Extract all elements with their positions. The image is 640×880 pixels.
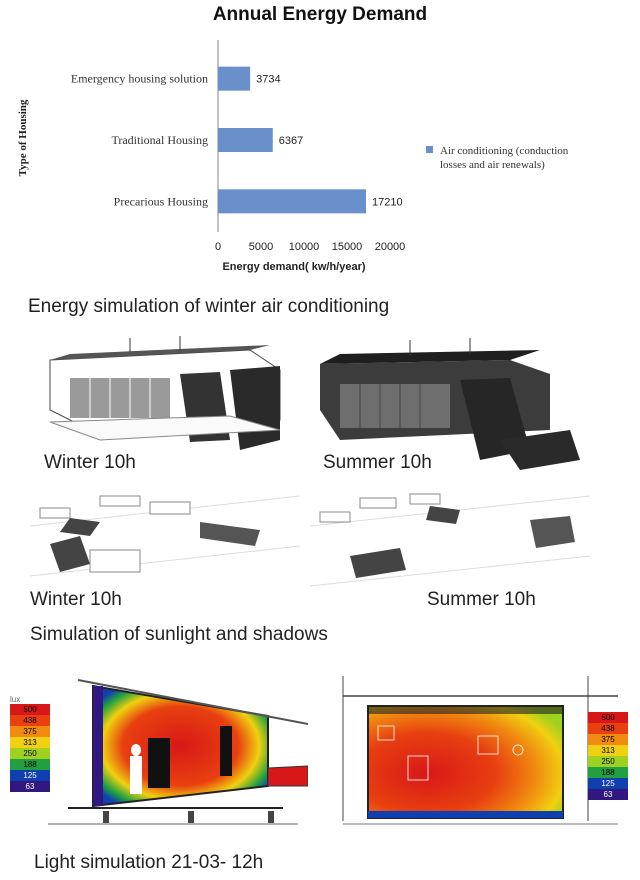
lux-legend-cell: 375 [10, 726, 50, 737]
x-tick-label: 10000 [289, 241, 320, 253]
lux-legend-cell: 125 [588, 778, 628, 789]
lux-legend-cell: 125 [10, 770, 50, 781]
lux-legend-cell: 63 [10, 781, 50, 792]
caption-winter-10h-a: Winter 10h [44, 452, 136, 473]
category-label: Precarious Housing [114, 194, 208, 208]
lux-legend-list: 500 438 375 313 250 188 125 63 [10, 704, 50, 792]
house-render-winter [49, 336, 281, 450]
bar [218, 128, 273, 152]
x-axis-label: Energy demand( kw/h/year) [222, 261, 365, 273]
data-label: 17210 [372, 196, 403, 208]
lux-legend-cell: 250 [588, 756, 628, 767]
house-render-summer [320, 338, 580, 470]
data-label: 3734 [256, 74, 280, 86]
lux-legend-cell: 313 [588, 745, 628, 756]
lux-legend-cell: 188 [588, 767, 628, 778]
light-sim-plan [342, 676, 618, 825]
bar [218, 66, 251, 91]
x-tick-label: 5000 [249, 241, 273, 253]
lux-legend-cell: 500 [10, 704, 50, 715]
lux-legend-cell: 250 [10, 748, 50, 759]
x-tick-label: 0 [215, 241, 221, 253]
legend-swatch [426, 146, 433, 153]
caption-winter-ac: Energy simulation of winter air conditio… [28, 296, 390, 317]
lux-legend-cell: 63 [588, 789, 628, 800]
light-sim-section [48, 679, 308, 825]
chart-title: Annual Energy Demand [212, 4, 428, 25]
site-render-winter [30, 495, 300, 577]
caption-light-sim: Light simulation 21-03- 12h [34, 852, 264, 873]
lux-legend-cell: 313 [10, 737, 50, 748]
category-label: Traditional Housing [111, 133, 208, 147]
x-tick-label: 20000 [375, 241, 406, 253]
caption-summer-10h-b: Summer 10h [427, 589, 536, 610]
lux-legend-cell: 500 [588, 712, 628, 723]
bar [218, 189, 367, 214]
lux-legend-cell: 438 [10, 715, 50, 726]
bar-chart: 0 5000 10000 15000 20000 Emergency housing so… [17, 40, 569, 273]
caption-sunlight: Simulation of sunlight and shadows [30, 624, 328, 645]
lux-legend-left: lux 500 438 375 313 250 188 125 63 [10, 695, 50, 792]
lux-legend-cell: 438 [588, 723, 628, 734]
lux-legend-cell: 375 [588, 734, 628, 745]
y-axis-label: Type of Housing [17, 99, 29, 176]
legend-label: losses and air renewals) [440, 159, 545, 171]
legend-label: Air conditioning (conduction [440, 145, 569, 157]
x-tick-label: 15000 [332, 241, 363, 253]
category-label: Emergency housing solution [71, 72, 208, 86]
data-label: 6367 [279, 135, 303, 147]
caption-winter-10h-b: Winter 10h [30, 589, 122, 610]
lux-legend-right: 500 438 375 313 250 188 125 63 [588, 712, 628, 800]
lux-legend-cell: 188 [10, 759, 50, 770]
caption-summer-10h-a: Summer 10h [323, 452, 432, 473]
lux-legend-list: 500 438 375 313 250 188 125 63 [588, 712, 628, 800]
lux-legend-title: lux [10, 695, 21, 704]
site-render-summer [310, 493, 590, 587]
